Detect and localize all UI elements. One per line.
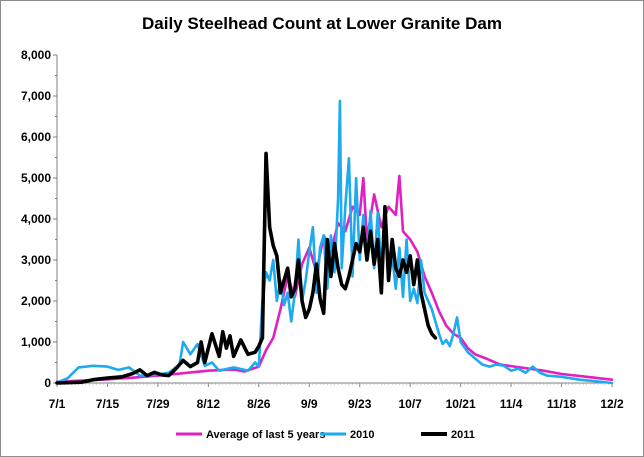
x-tick-label: 9/9: [301, 397, 318, 411]
x-tick-label: 8/12: [197, 397, 221, 411]
y-tick-label: 1,000: [21, 335, 51, 349]
y-tick-label: 4,000: [21, 212, 51, 226]
x-tick-label: 9/23: [348, 397, 372, 411]
y-axis: 0 1,000 2,000 3,000 4,000 5,000 6,000 7,000 8,00…: [21, 48, 58, 390]
y-tick-label: 2,000: [21, 294, 51, 308]
chart-title: Daily Steelhead Count at Lower Granite D…: [142, 14, 502, 33]
x-tick-label: 7/1: [49, 397, 66, 411]
y-tick-label: 3,000: [21, 253, 51, 267]
y-tick-label: 6,000: [21, 130, 51, 144]
legend-label-2010: 2010: [350, 429, 374, 441]
series-line-average: [55, 174, 614, 384]
x-tick-label: 12/2: [600, 397, 624, 411]
series-line-2011: [55, 151, 438, 385]
x-tick-label: 11/4: [500, 397, 523, 411]
legend-label-average: Average of last 5 years: [206, 429, 325, 441]
y-tick-label: 0: [44, 376, 51, 390]
legend-label-2011: 2011: [451, 429, 475, 441]
y-tick-label: 8,000: [21, 48, 51, 62]
series-line-2010: [55, 99, 614, 385]
legend: Average of last 5 years 2010 2011: [176, 429, 475, 441]
x-tick-label: 7/15: [96, 397, 120, 411]
x-tick-label: 7/29: [146, 397, 170, 411]
y-tick-label: 5,000: [21, 171, 51, 185]
x-tick-label: 11/18: [547, 397, 577, 411]
x-tick-label: 10/21: [446, 397, 476, 411]
x-tick-label: 8/26: [247, 397, 271, 411]
x-axis: 7/1 7/15 7/29 8/12 8/26 9/9 9/23 10/7 10/21 11/4 1…: [49, 382, 624, 411]
x-tick-label: 10/7: [399, 397, 423, 411]
y-tick-label: 7,000: [21, 89, 51, 103]
series-layer: [55, 99, 614, 385]
